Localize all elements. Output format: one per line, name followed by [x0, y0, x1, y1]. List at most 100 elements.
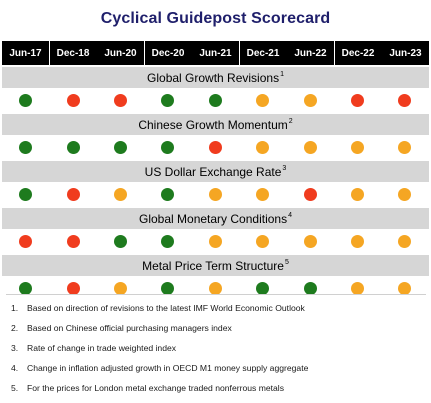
- signal-dot-red: [303, 187, 317, 201]
- signal-dot-green: [161, 281, 175, 295]
- signal-dot-green: [161, 187, 175, 201]
- signal-cell: [334, 187, 381, 201]
- signal-dot-green: [161, 140, 175, 154]
- signal-cell: [2, 234, 49, 248]
- signal-row: [2, 135, 429, 159]
- signal-dot-green: [66, 140, 80, 154]
- footnote-text: Change in inflation adjusted growth in O…: [27, 363, 309, 373]
- signal-dot-green: [208, 93, 222, 107]
- metric-label: Metal Price Term Structure 5: [2, 255, 429, 276]
- signal-cell: [286, 234, 333, 248]
- signal-dot-orange: [113, 281, 127, 295]
- signal-dot-orange: [350, 234, 364, 248]
- signal-dot-orange: [398, 281, 412, 295]
- signal-dot-orange: [350, 140, 364, 154]
- signal-cell: [286, 187, 333, 201]
- footnote-number: 5.: [11, 383, 19, 393]
- signal-cell: [239, 234, 286, 248]
- signal-cell: [97, 140, 144, 154]
- signal-dot-orange: [350, 187, 364, 201]
- signal-dot-red: [19, 234, 33, 248]
- column-header: Jun-21: [192, 41, 239, 65]
- signal-cell: [192, 281, 239, 295]
- signal-cell: [239, 93, 286, 107]
- signal-dot-red: [66, 93, 80, 107]
- metric-label-text: Global Growth Revisions: [147, 70, 280, 85]
- signal-dot-red: [66, 281, 80, 295]
- signal-dot-green: [113, 234, 127, 248]
- metric-label: Global Monetary Conditions 4: [2, 208, 429, 229]
- footnote: 2. Based on Chinese official purchasing m…: [6, 323, 426, 343]
- signal-dot-red: [350, 93, 364, 107]
- signal-cell: [286, 140, 333, 154]
- signal-cell: [239, 281, 286, 295]
- metric-label: US Dollar Exchange Rate 3: [2, 161, 429, 182]
- signal-dot-orange: [256, 234, 270, 248]
- signal-dot-green: [303, 281, 317, 295]
- metric-label-text: Global Monetary Conditions: [139, 211, 288, 226]
- scorecard-table: Jun-17 Dec-18 Jun-20 Dec-20 Jun-21 Dec-21 Jun-…: [2, 41, 429, 300]
- signal-cell: [97, 93, 144, 107]
- footnote-marker: 4: [288, 212, 292, 219]
- signal-dot-red: [398, 93, 412, 107]
- column-header: Jun-17: [2, 41, 49, 65]
- column-header: Jun-20: [97, 41, 144, 65]
- signal-cell: [2, 140, 49, 154]
- signal-dot-orange: [398, 140, 412, 154]
- footnote: 5. For the prices for London metal exchan…: [6, 383, 426, 403]
- signal-dot-orange: [256, 140, 270, 154]
- signal-dot-green: [19, 281, 33, 295]
- signal-row: [2, 276, 429, 300]
- signal-cell: [334, 93, 381, 107]
- footnotes: 1. Based on direction of revisions to the…: [6, 294, 426, 403]
- signal-cell: [49, 281, 96, 295]
- signal-dot-green: [161, 93, 175, 107]
- chart-title: Cyclical Guidepost Scorecard: [100, 10, 331, 27]
- signal-cell: [381, 281, 428, 295]
- signal-dot-green: [161, 234, 175, 248]
- footnote-marker: 5: [284, 259, 289, 266]
- signal-dot-orange: [208, 187, 222, 201]
- signal-cell: [97, 187, 144, 201]
- signal-cell: [286, 93, 333, 107]
- metric-label-text: US Dollar Exchange Rate: [144, 164, 282, 179]
- signal-dot-orange: [303, 93, 317, 107]
- metric-label: Global Growth Revisions 1: [2, 67, 429, 88]
- signal-cell: [192, 140, 239, 154]
- footnote-number: 3.: [11, 343, 19, 353]
- signal-cell: [2, 93, 49, 107]
- signal-cell: [239, 187, 286, 201]
- column-header: Jun-22: [287, 41, 334, 65]
- signal-dot-green: [19, 187, 33, 201]
- signal-dot-orange: [208, 281, 222, 295]
- signal-cell: [334, 234, 381, 248]
- metric-label: Chinese Growth Momentum 2: [2, 114, 429, 135]
- signal-cell: [97, 234, 144, 248]
- signal-cell: [49, 140, 96, 154]
- footnote-text: Rate of change in trade weighted index: [27, 343, 177, 353]
- footnote-number: 1.: [11, 303, 19, 313]
- signal-row: [2, 182, 429, 206]
- signal-cell: [286, 281, 333, 295]
- signal-dot-green: [19, 140, 33, 154]
- signal-dot-red: [66, 187, 80, 201]
- signal-cell: [144, 281, 191, 295]
- signal-dot-orange: [303, 140, 317, 154]
- signal-cell: [49, 187, 96, 201]
- signal-cell: [144, 187, 191, 201]
- signal-dot-red: [113, 93, 127, 107]
- footnote-text: Based on Chinese official purchasing man…: [27, 323, 232, 333]
- signal-dot-orange: [303, 234, 317, 248]
- signal-row: [2, 88, 429, 112]
- signal-dot-orange: [113, 187, 127, 201]
- column-header: Dec-20: [144, 41, 192, 65]
- signal-cell: [334, 140, 381, 154]
- column-header: Jun-23: [382, 41, 429, 65]
- signal-cell: [192, 234, 239, 248]
- footnote-marker: 3: [282, 165, 287, 172]
- signal-dot-orange: [208, 234, 222, 248]
- signal-cell: [144, 93, 191, 107]
- footnote-number: 4.: [11, 363, 19, 373]
- header-row: Jun-17 Dec-18 Jun-20 Dec-20 Jun-21 Dec-21 Jun-…: [2, 41, 429, 65]
- signal-cell: [97, 281, 144, 295]
